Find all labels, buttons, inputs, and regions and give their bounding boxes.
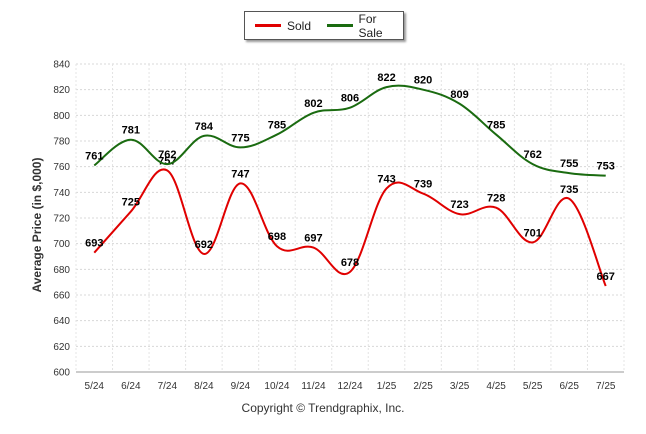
y-tick-label: 820 (53, 85, 70, 96)
y-tick-label: 640 (53, 316, 70, 327)
x-tick-label: 9/24 (231, 381, 251, 392)
data-label-sold: 739 (414, 179, 432, 191)
legend-swatch-for-sale (327, 24, 353, 27)
y-tick-label: 620 (53, 342, 70, 353)
data-label-for-sale: 820 (414, 75, 432, 87)
data-label-sold: 728 (487, 193, 505, 205)
data-label-for-sale: 809 (450, 89, 468, 101)
data-label-sold: 667 (597, 271, 615, 283)
data-label-for-sale: 806 (341, 93, 359, 105)
data-label-for-sale: 753 (597, 161, 615, 173)
x-tick-label: 6/25 (559, 381, 579, 392)
y-tick-label: 700 (53, 239, 70, 250)
y-tick-label: 660 (53, 291, 70, 302)
data-label-for-sale: 785 (268, 120, 286, 132)
data-label-for-sale: 785 (487, 120, 505, 132)
data-label-sold: 735 (560, 184, 578, 196)
x-tick-label: 12/24 (337, 381, 362, 392)
legend-label-for-sale: For Sale (358, 11, 383, 40)
legend-item-for-sale[interactable]: For Sale (327, 12, 403, 40)
data-label-for-sale: 802 (304, 98, 322, 110)
data-label-sold: 757 (158, 156, 176, 168)
data-label-for-sale: 761 (85, 150, 103, 162)
data-label-sold: 698 (268, 231, 286, 243)
y-tick-label: 760 (53, 162, 70, 173)
x-tick-label: 10/24 (264, 381, 289, 392)
data-label-sold: 747 (231, 168, 249, 180)
x-tick-label: 2/25 (413, 381, 433, 392)
x-tick-label: 5/25 (523, 381, 543, 392)
data-label-for-sale: 762 (523, 149, 541, 161)
y-tick-label: 840 (53, 60, 70, 71)
y-tick-label: 600 (53, 368, 70, 379)
copyright-text: Copyright © Trendgraphix, Inc. (241, 401, 405, 415)
data-label-sold: 723 (450, 199, 468, 211)
data-label-sold: 692 (195, 239, 213, 251)
data-label-sold: 697 (304, 233, 322, 245)
data-label-for-sale: 784 (195, 121, 214, 133)
data-label-sold: 678 (341, 257, 359, 269)
y-tick-label: 720 (53, 214, 70, 225)
x-tick-label: 7/25 (596, 381, 616, 392)
x-tick-label: 8/24 (194, 381, 214, 392)
data-label-for-sale: 781 (122, 125, 140, 137)
y-tick-label: 680 (53, 265, 70, 276)
data-label-for-sale: 822 (377, 72, 395, 84)
data-label-sold: 725 (122, 197, 140, 209)
x-tick-label: 6/24 (121, 381, 141, 392)
series-line-sold (93, 168, 607, 287)
x-tick-label: 4/25 (486, 381, 506, 392)
x-tick-label: 5/24 (85, 381, 105, 392)
legend-label-sold: Sold (287, 18, 312, 33)
y-tick-label: 740 (53, 188, 70, 199)
x-tick-label: 7/24 (158, 381, 178, 392)
data-label-for-sale: 755 (560, 158, 578, 170)
y-axis-label: Average Price (in $,000) (30, 157, 44, 293)
x-tick-label: 11/24 (301, 381, 326, 392)
y-tick-label: 800 (53, 111, 70, 122)
x-tick-label: 1/25 (377, 381, 397, 392)
data-label-for-sale: 775 (231, 132, 249, 144)
x-tick-label: 3/25 (450, 381, 470, 392)
y-tick-label: 780 (53, 137, 70, 148)
data-label-sold: 743 (377, 173, 395, 185)
series-line-for-sale (93, 84, 606, 177)
data-label-for-sale: 762 (158, 149, 176, 161)
legend-item-sold[interactable]: Sold (255, 19, 311, 33)
data-label-sold: 693 (85, 238, 103, 250)
legend: Sold For Sale (244, 11, 404, 40)
data-label-sold: 701 (523, 227, 541, 239)
legend-swatch-sold (255, 24, 281, 27)
